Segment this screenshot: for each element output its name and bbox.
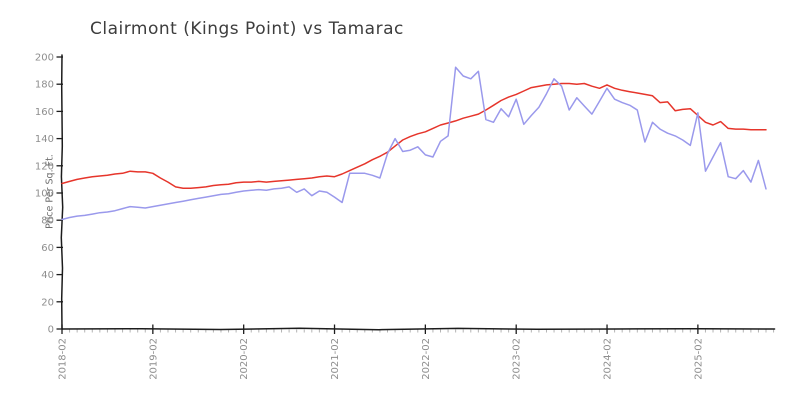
x-tick-label: 2018-02 <box>58 338 69 380</box>
x-tick-label: 2024-02 <box>603 338 614 380</box>
chart-title: Clairmont (Kings Point) vs Tamarac <box>90 19 404 39</box>
x-axis <box>61 327 776 331</box>
y-tick-label: 180 <box>35 80 54 91</box>
y-tick-label: 60 <box>41 243 54 254</box>
y-tick-label: 120 <box>35 161 54 172</box>
series-line-0 <box>61 82 767 189</box>
series-line-1 <box>61 66 767 221</box>
y-tick-label: 80 <box>41 216 54 227</box>
x-tick-label: 2023-02 <box>512 338 523 380</box>
x-tick-label: 2025-02 <box>693 338 704 380</box>
y-axis-label: Price Per Sq. Ft. <box>44 154 56 229</box>
y-tick-label: 20 <box>41 297 54 308</box>
y-tick-label: 100 <box>35 189 54 200</box>
y-tick-label: 160 <box>35 107 54 118</box>
y-axis <box>60 54 64 330</box>
x-tick-label: 2021-02 <box>330 338 341 380</box>
x-tick-label: 2019-02 <box>148 338 159 380</box>
x-tick-label: 2020-02 <box>239 338 250 380</box>
y-tick-label: 140 <box>35 134 54 145</box>
y-tick-label: 40 <box>41 270 54 281</box>
x-tick-label: 2022-02 <box>421 338 432 380</box>
y-tick-label: 0 <box>48 325 54 336</box>
y-tick-label: 200 <box>35 53 54 64</box>
